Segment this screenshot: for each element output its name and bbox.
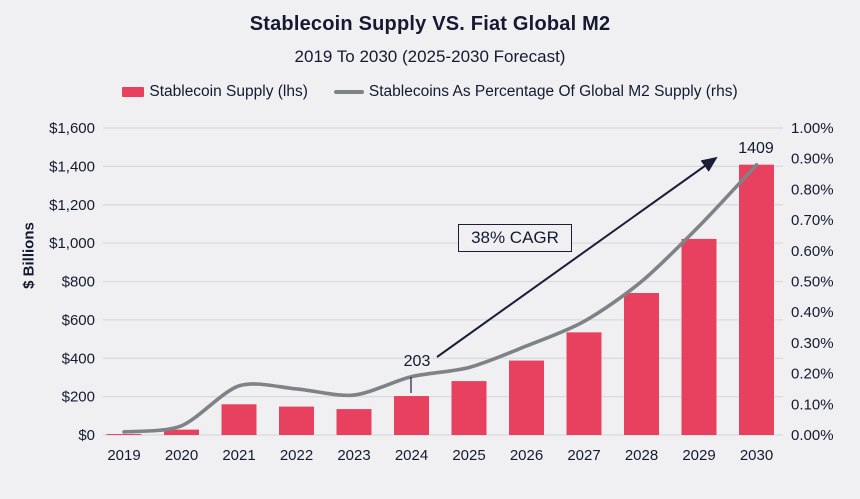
- bar-2024: [394, 396, 429, 435]
- legend-item-stablecoin-supply: Stablecoin Supply (lhs): [122, 83, 308, 101]
- legend-label: Stablecoins As Percentage Of Global M2 S…: [368, 83, 738, 100]
- bar-2026: [509, 360, 544, 435]
- line-swatch-icon: [333, 90, 364, 94]
- left-axis-tick-label: $1,000: [49, 235, 95, 252]
- right-axis-tick-label: 0.80%: [791, 181, 834, 198]
- x-axis-tick-label: 2029: [682, 447, 715, 464]
- bar-2020: [164, 429, 199, 435]
- data-label-2030: 1409: [738, 140, 774, 157]
- right-axis-tick-label: 0.20%: [791, 366, 834, 383]
- right-axis-tick-label: 0.30%: [791, 335, 834, 352]
- left-axis-tick-label: $1,400: [49, 158, 95, 175]
- data-label-2024: 203: [403, 353, 431, 370]
- left-axis-tick-label: $1,600: [49, 120, 95, 137]
- x-axis-tick-label: 2025: [452, 447, 485, 464]
- x-axis-tick-label: 2026: [510, 447, 543, 464]
- bar-2022: [279, 406, 314, 435]
- right-axis-tick-label: 1.00%: [791, 120, 834, 137]
- bar-swatch-icon: [122, 87, 145, 97]
- left-axis-tick-label: $0: [78, 427, 95, 444]
- right-axis-tick-label: 0.50%: [791, 274, 834, 291]
- x-axis-tick-label: 2020: [165, 447, 198, 464]
- right-axis-tick-label: 0.60%: [791, 243, 834, 260]
- left-axis-tick-label: $400: [62, 350, 95, 367]
- bar-2019: [106, 434, 142, 435]
- chart-title: Stablecoin Supply VS. Fiat Global M2: [249, 13, 611, 35]
- right-axis-tick-label: 0.10%: [791, 396, 834, 413]
- left-axis-tick-label: $800: [62, 274, 95, 291]
- x-axis-tick-label: 2022: [280, 447, 313, 464]
- bar-2025: [451, 381, 487, 435]
- chart-subtitle: 2019 To 2030 (2025-2030 Forecast): [294, 47, 566, 66]
- left-axis-tick-label: $600: [62, 312, 95, 329]
- bar-2030: [739, 164, 774, 435]
- right-axis-tick-label: 0.90%: [791, 151, 834, 168]
- x-axis-tick-label: 2030: [740, 447, 773, 464]
- right-axis-tick-label: 0.40%: [791, 304, 834, 321]
- percentage-line: [122, 163, 759, 434]
- bar-2029: [681, 238, 717, 435]
- x-axis-tick-label: 2028: [625, 447, 658, 464]
- cagr-annotation-box: 38% CAGR: [458, 224, 572, 252]
- bar-2021: [221, 404, 257, 435]
- bar-2023: [336, 409, 372, 435]
- x-axis-tick-label: 2023: [337, 447, 370, 464]
- right-axis-tick-label: 0.70%: [791, 212, 834, 229]
- x-axis-tick-label: 2019: [107, 447, 140, 464]
- legend: Stablecoin Supply (lhs) Stablecoins As P…: [0, 82, 860, 102]
- legend-label: Stablecoin Supply (lhs): [149, 83, 308, 100]
- x-axis-tick-label: 2021: [222, 447, 255, 464]
- cagr-arrow: [436, 156, 718, 358]
- left-axis-tick-label: $200: [62, 389, 95, 406]
- bar-2028: [624, 293, 659, 435]
- legend-item-percentage-m2: Stablecoins As Percentage Of Global M2 S…: [333, 83, 738, 101]
- left-axis-tick-label: $1,200: [49, 197, 95, 214]
- bar-2027: [566, 332, 602, 435]
- right-axis-tick-label: 0.00%: [791, 427, 834, 444]
- x-axis-tick-label: 2024: [395, 447, 428, 464]
- x-axis-tick-label: 2027: [567, 447, 600, 464]
